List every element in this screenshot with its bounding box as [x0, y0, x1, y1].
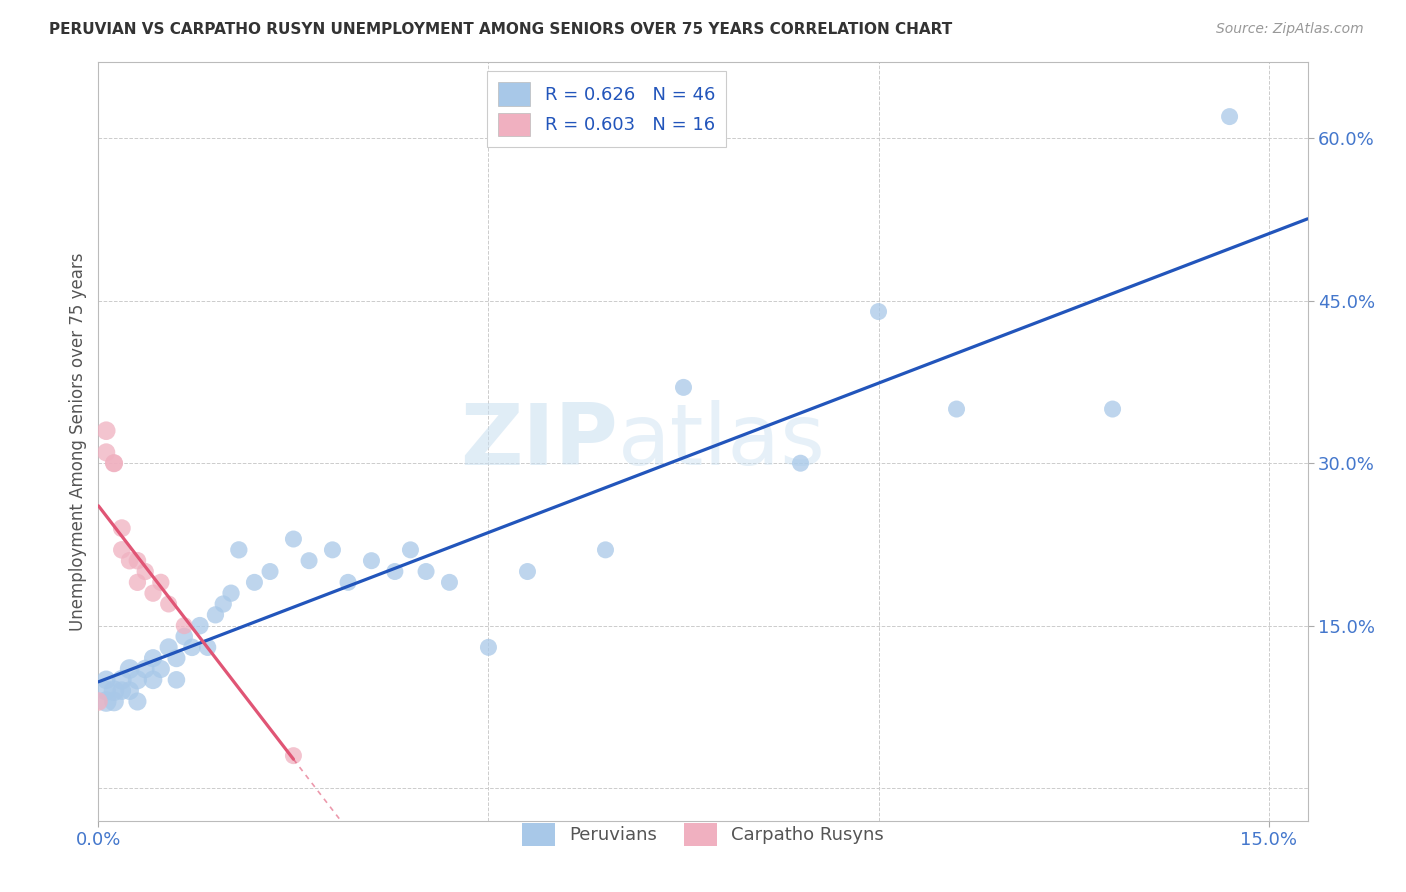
Point — [384, 565, 406, 579]
Point — [96, 424, 118, 438]
Point — [149, 662, 172, 676]
Point — [142, 586, 165, 600]
Point — [173, 618, 195, 632]
Point — [243, 575, 266, 590]
Point — [118, 662, 141, 676]
Point — [283, 532, 305, 546]
Point — [204, 607, 226, 622]
Point — [111, 673, 134, 687]
Point — [127, 673, 149, 687]
Point — [111, 521, 134, 535]
Point — [672, 380, 695, 394]
Point — [127, 554, 149, 568]
Point — [149, 575, 172, 590]
Point — [103, 683, 125, 698]
Point — [789, 456, 811, 470]
Point — [111, 542, 134, 557]
Point — [283, 748, 305, 763]
Y-axis label: Unemployment Among Seniors over 75 years: Unemployment Among Seniors over 75 years — [69, 252, 87, 631]
Point — [228, 542, 250, 557]
Point — [337, 575, 360, 590]
Point — [197, 640, 219, 655]
Point — [439, 575, 461, 590]
Point — [127, 575, 149, 590]
Point — [127, 694, 149, 708]
Text: Source: ZipAtlas.com: Source: ZipAtlas.com — [1216, 22, 1364, 37]
Point — [188, 618, 211, 632]
Text: PERUVIAN VS CARPATHO RUSYN UNEMPLOYMENT AMONG SENIORS OVER 75 YEARS CORRELATION : PERUVIAN VS CARPATHO RUSYN UNEMPLOYMENT … — [49, 22, 952, 37]
Point — [516, 565, 538, 579]
Point — [477, 640, 499, 655]
Point — [142, 673, 165, 687]
Point — [165, 651, 187, 665]
Point — [165, 673, 187, 687]
Point — [96, 694, 118, 708]
Point — [321, 542, 343, 557]
Legend: Peruvians, Carpatho Rusyns: Peruvians, Carpatho Rusyns — [515, 815, 891, 854]
Point — [134, 662, 156, 676]
Point — [219, 586, 242, 600]
Point — [212, 597, 235, 611]
Point — [96, 683, 118, 698]
Point — [111, 683, 134, 698]
Point — [868, 304, 890, 318]
Point — [103, 456, 125, 470]
Point — [415, 565, 437, 579]
Point — [142, 651, 165, 665]
Point — [118, 683, 141, 698]
Point — [96, 445, 118, 459]
Point — [399, 542, 422, 557]
Point — [1219, 110, 1241, 124]
Point — [173, 630, 195, 644]
Point — [1101, 402, 1123, 417]
Point — [298, 554, 321, 568]
Point — [360, 554, 382, 568]
Point — [87, 694, 110, 708]
Text: ZIP: ZIP — [461, 400, 619, 483]
Point — [259, 565, 281, 579]
Point — [181, 640, 204, 655]
Point — [157, 640, 180, 655]
Point — [118, 554, 141, 568]
Text: atlas: atlas — [619, 400, 827, 483]
Point — [103, 456, 125, 470]
Point — [134, 565, 156, 579]
Point — [595, 542, 617, 557]
Point — [157, 597, 180, 611]
Point — [96, 673, 118, 687]
Point — [103, 694, 125, 708]
Point — [945, 402, 967, 417]
